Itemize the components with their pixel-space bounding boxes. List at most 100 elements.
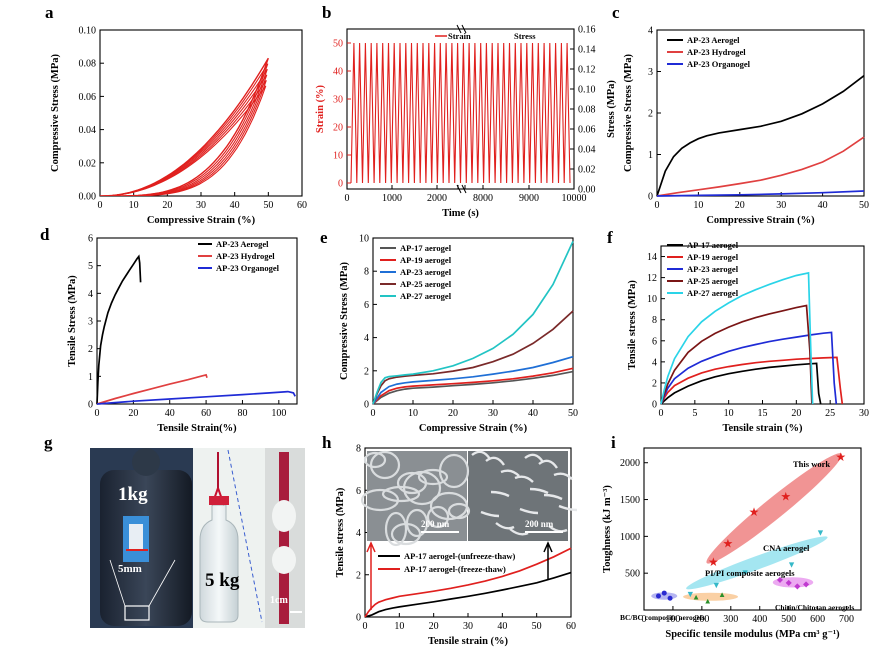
series-line-f-ap-25-aerogel xyxy=(660,304,813,405)
annotation-this-work: This work xyxy=(793,459,830,469)
sem-fiber-bundle xyxy=(524,453,544,463)
legend-label-b-strain: Strain xyxy=(448,31,471,41)
y-tick-label-f: 4 xyxy=(652,357,657,368)
cluster-ellipse-0 xyxy=(706,453,842,564)
series-line-d-ap-23-organogel xyxy=(96,390,296,405)
axis-break-bottom xyxy=(456,184,467,194)
data-point-star: ★ xyxy=(723,537,734,551)
y-tick-label-d: 5 xyxy=(88,261,93,272)
y2-tick-label-b: 0.02 xyxy=(578,165,596,176)
x-tick-label-b: 2000 xyxy=(427,193,447,204)
x-tick-label-f: 10 xyxy=(724,408,734,419)
legend-label-h: AP-17 aerogel-(freeze-thaw) xyxy=(404,564,506,574)
x-tick-label-i: 600 xyxy=(810,614,825,625)
x-tick-label-d: 20 xyxy=(128,408,138,419)
x-tick-label-b: 0 xyxy=(345,193,350,204)
legend-label-c: AP-23 Hydrogel xyxy=(687,47,746,57)
data-point-diamond: ◆ xyxy=(786,578,793,587)
x-axis-label-b: Time (s) xyxy=(442,208,479,219)
y-tick-label-f: 2 xyxy=(652,378,657,389)
chart-c-axes: 0 10 20 30 40 50 0 1 2 3 4 Compressive Strain (%) Co… xyxy=(623,26,869,227)
x-tick-label-a: 30 xyxy=(196,200,206,211)
y-tick-label-a: 0.04 xyxy=(79,125,97,136)
x-tick-label-f: 20 xyxy=(791,408,801,419)
label-1kg: 1kg xyxy=(118,484,148,505)
y-tick-label-b: 0 xyxy=(338,179,343,190)
panel-letter-i: i xyxy=(611,433,616,452)
legend-label-d: AP-23 Aerogel xyxy=(216,239,269,249)
x-tick-label-c: 30 xyxy=(776,200,786,211)
cluster-ellipse-4 xyxy=(772,577,814,588)
y-tick-label-h: 2 xyxy=(356,570,361,581)
series-line-f-ap-19-aerogel xyxy=(660,356,844,405)
x-tick-label-e: 10 xyxy=(408,408,418,419)
chart-d-axes: 0 20 40 60 80 100 0 1 2 3 4 5 6 Tensile Strain(%) Tens… xyxy=(67,234,298,434)
y-tick-label-c: 1 xyxy=(648,150,653,161)
arrow-right-black xyxy=(543,541,553,580)
y-tick-label-i: 1000 xyxy=(620,532,640,543)
y-axis-label-b: Strain (%) xyxy=(315,84,326,133)
weight-hook xyxy=(132,448,160,476)
y2-tick-label-b: 0.10 xyxy=(578,85,596,96)
x-tick-label-e: 40 xyxy=(528,408,538,419)
y2-tick-label-b: 0.08 xyxy=(578,105,596,116)
sem-fiber-mesh xyxy=(426,505,450,529)
y-tick-label-c: 4 xyxy=(648,26,653,37)
hysteresis-loop xyxy=(100,79,267,196)
data-point-diamond: ◆ xyxy=(803,579,810,588)
data-point-star: ★ xyxy=(835,450,846,464)
knot-lower xyxy=(272,546,296,574)
legend-label-f: AP-25 aerogel xyxy=(687,276,739,286)
y2-tick-label-b: 0.12 xyxy=(578,65,596,76)
y-tick-label-d: 0 xyxy=(88,400,93,411)
data-point-diamond: ◆ xyxy=(794,582,801,591)
panel-letter-a: a xyxy=(45,3,54,22)
data-point-circle xyxy=(655,593,661,599)
sem-fiber-mesh xyxy=(390,522,422,546)
chart-panel-a xyxy=(100,57,269,196)
legend-label-h: AP-17 aerogel-(unfreeze-thaw) xyxy=(404,551,515,561)
x-axis-label-e: Compressive Strain (%) xyxy=(419,423,528,434)
y-tick-label-b: 20 xyxy=(333,123,343,134)
sem-fiber-bundle xyxy=(543,493,563,501)
chart-b-axes: 0 10 20 30 40 50 0.00 0.02 0.04 0.06 0.08 0.10 0.12 0… xyxy=(315,25,617,220)
x-axis-label-f: Tensile strain (%) xyxy=(722,423,803,434)
data-point-triangle-down: ▼ xyxy=(686,589,695,599)
sem-scale-label-left: 200 nm xyxy=(421,519,450,529)
x-tick-label-i: 200 xyxy=(694,614,709,625)
y-tick-label-h: 0 xyxy=(356,613,361,624)
y-tick-label-c: 3 xyxy=(648,67,653,78)
data-point-triangle-down: ▼ xyxy=(816,528,825,538)
x-tick-label-b: 9000 xyxy=(519,193,539,204)
x-tick-label-h: 20 xyxy=(429,621,439,632)
legend-label-e: AP-19 aerogel xyxy=(400,255,452,265)
data-point-triangle: ▲ xyxy=(704,596,712,605)
legend-label-f: AP-27 aerogel xyxy=(687,288,739,298)
sem-fiber-mesh xyxy=(369,450,401,480)
strain-cycles-line xyxy=(350,42,571,184)
chart-i-axes: 0 100 200 300 400 500 600 700 500 1000 1500 2000 Spe… xyxy=(602,447,862,640)
x-tick-label-a: 0 xyxy=(98,200,103,211)
x-tick-label-i: 400 xyxy=(752,614,767,625)
x-tick-label-f: 30 xyxy=(859,408,869,419)
y-tick-label-b: 10 xyxy=(333,151,343,162)
y-tick-label-d: 2 xyxy=(88,344,93,355)
legend-label-e: AP-23 aerogel xyxy=(400,267,452,277)
legend-label-d: AP-23 Hydrogel xyxy=(216,251,275,261)
y-tick-label-a: 0.08 xyxy=(79,59,97,70)
y-tick-label-f: 0 xyxy=(652,400,657,411)
legend-label-c: AP-23 Organogel xyxy=(687,59,751,69)
x-tick-label-b: 10000 xyxy=(562,193,587,204)
y-tick-label-f: 12 xyxy=(647,273,657,284)
y-tick-label-d: 1 xyxy=(88,372,93,383)
x-axis-label-a: Compressive Strain (%) xyxy=(147,215,256,226)
label-5kg: 5 kg xyxy=(205,570,240,591)
legend-label-e: AP-17 aerogel xyxy=(400,243,452,253)
y-axis-label-i: Toughness (kJ m⁻³) xyxy=(602,485,613,573)
x-tick-label-c: 40 xyxy=(818,200,828,211)
sem-fiber-bundle xyxy=(558,504,578,512)
sem-fiber-bundle xyxy=(529,487,549,495)
x-tick-label-c: 50 xyxy=(859,200,869,211)
y-tick-label-e: 2 xyxy=(364,366,369,377)
